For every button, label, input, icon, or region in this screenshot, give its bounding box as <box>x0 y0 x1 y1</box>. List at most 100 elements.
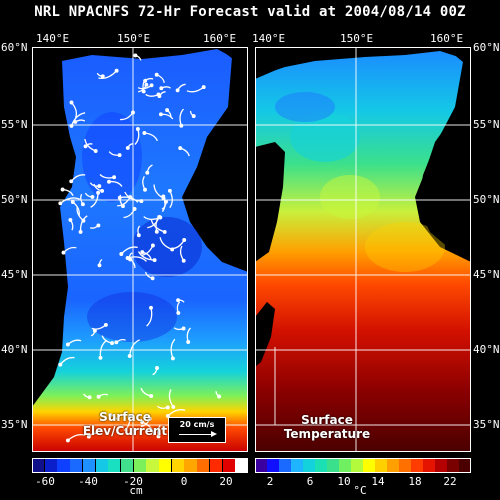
current-arrowhead <box>143 187 147 192</box>
land-japan <box>255 302 275 367</box>
elev-tick-0: 0 <box>180 475 188 488</box>
temperature-colorbar-frame <box>255 458 471 473</box>
current-arrowhead <box>93 149 98 153</box>
current-arrowhead <box>149 83 154 88</box>
surface-elevation-map: 20 cm/s Surface Elev/Current <box>32 47 248 452</box>
right-caption-line1: Surface <box>301 413 353 427</box>
current-arrowhead <box>176 310 181 315</box>
current-arrowhead <box>150 276 155 281</box>
lat-label-40-left: 40°N <box>1 343 28 356</box>
temp-tick-14: 14 <box>371 475 385 488</box>
current-arrowhead <box>144 82 149 87</box>
current-arrowhead <box>158 112 163 117</box>
elevation-colorbar-swatch <box>82 458 97 473</box>
elevation-colorbar-frame <box>32 458 248 473</box>
current-arrowhead <box>97 184 102 189</box>
right-panel-caption: Surface Temperature <box>277 413 377 441</box>
current-arrowhead <box>127 415 132 419</box>
current-arrowhead <box>135 127 140 131</box>
current-arrowhead <box>191 114 196 119</box>
current-arrowhead <box>125 145 130 150</box>
lat-label-50-left: 50°N <box>1 193 28 206</box>
current-arrowhead <box>136 233 141 238</box>
current-arrowhead <box>96 223 101 228</box>
current-arrowhead <box>112 175 117 180</box>
elevation-colorbar <box>32 458 249 473</box>
reference-vector-arrowhead <box>211 431 217 437</box>
current-arrowhead <box>186 340 191 344</box>
current-arrowhead <box>117 195 122 200</box>
elevation-colorbar-swatch <box>184 458 198 473</box>
current-streamline <box>59 197 81 204</box>
reference-vector-box: 20 cm/s <box>168 417 226 443</box>
elevation-colorbar-swatch <box>120 458 135 473</box>
elevation-colorbar-swatch <box>95 458 109 473</box>
current-streamline <box>70 112 86 127</box>
left-caption-line1: Surface <box>99 410 151 424</box>
current-arrowhead <box>155 366 159 370</box>
current-arrowhead <box>103 322 108 327</box>
current-arrowhead <box>98 355 103 360</box>
current-arrowhead <box>181 326 186 331</box>
current-arrowhead <box>154 72 159 77</box>
current-streamline <box>98 70 118 79</box>
current-arrowhead <box>150 243 155 248</box>
current-arrowhead <box>65 438 70 443</box>
current-arrowhead <box>61 250 66 255</box>
current-arrowhead <box>152 258 157 263</box>
current-arrowhead <box>108 413 113 417</box>
current-arrowhead <box>69 100 74 105</box>
lon-label-160-right: 160°E <box>430 32 464 45</box>
lat-label-40-right: 40°N <box>473 343 500 356</box>
current-arrowhead <box>100 74 105 79</box>
elevation-colorbar-swatch <box>171 458 185 473</box>
current-arrowhead <box>154 229 159 234</box>
lon-label-140-right: 140°E <box>252 32 286 45</box>
elevation-colorbar-swatch <box>197 458 211 473</box>
elev-tick-20: 20 <box>219 475 233 488</box>
elevation-colorbar-swatch <box>70 458 84 473</box>
current-arrowhead <box>128 195 133 200</box>
left-caption-line2: Elev/Current <box>82 424 168 438</box>
temp-unit: °C <box>353 484 367 497</box>
temp-tick-2: 2 <box>266 475 274 488</box>
current-arrowhead <box>181 258 186 263</box>
current-arrowhead <box>165 405 170 410</box>
current-arrowhead <box>117 153 122 158</box>
current-arrowhead <box>145 170 150 175</box>
current-arrowhead <box>70 200 75 204</box>
current-arrowhead <box>165 413 170 418</box>
current-arrowhead <box>159 86 164 91</box>
land-kamchatka <box>418 47 471 259</box>
lon-label-140-left: 140°E <box>36 32 70 45</box>
temp-tick-18: 18 <box>408 475 422 488</box>
elevation-colorbar-swatch <box>222 458 236 473</box>
current-arrowhead <box>171 404 176 409</box>
temp-tick-10: 10 <box>337 475 351 488</box>
current-arrowhead <box>176 298 181 303</box>
current-arrowhead <box>100 188 105 193</box>
current-arrowhead <box>69 179 74 184</box>
current-arrowhead <box>140 250 145 255</box>
current-arrowhead <box>58 362 63 367</box>
current-arrowhead <box>58 201 63 206</box>
land-west-coast <box>255 47 285 79</box>
current-arrowhead <box>114 68 119 73</box>
current-arrowhead <box>114 340 119 345</box>
current-arrowhead <box>132 206 137 211</box>
elevation-colorbar-swatch <box>57 458 71 473</box>
current-arrowhead <box>69 123 74 128</box>
current-arrowhead <box>178 146 183 151</box>
current-arrowhead <box>139 199 144 204</box>
lat-label-60-left: 60°N <box>1 41 28 54</box>
temp-tick-6: 6 <box>306 475 314 488</box>
lon-label-160-left: 160°E <box>203 32 237 45</box>
lat-label-55-right: 55°N <box>473 118 500 131</box>
current-arrowhead <box>167 188 172 193</box>
current-arrowhead <box>201 85 206 90</box>
current-arrowhead <box>179 123 184 128</box>
current-arrowhead <box>140 420 145 424</box>
current-arrowhead <box>147 416 152 421</box>
current-arrowhead <box>96 190 101 195</box>
current-arrowhead <box>156 92 161 97</box>
